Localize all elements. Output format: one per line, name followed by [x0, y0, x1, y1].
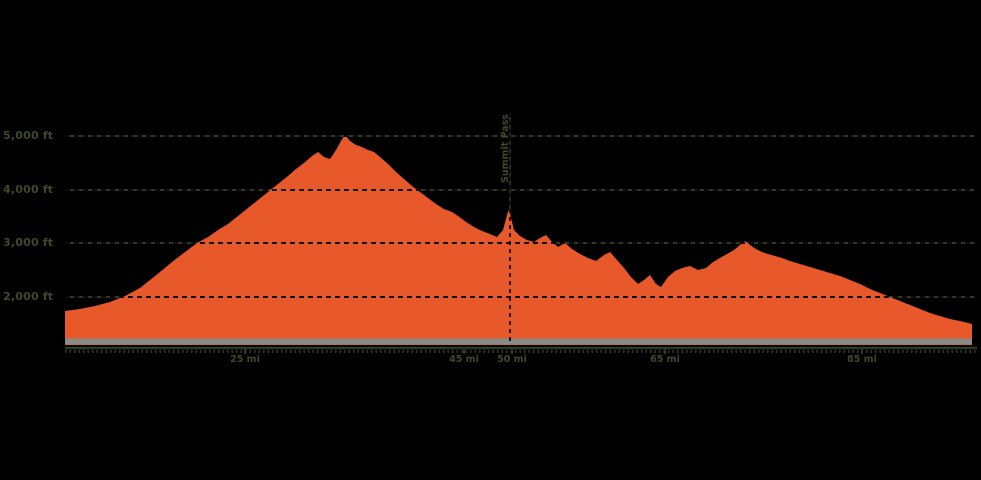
- x-axis-label-3: 65 mi: [650, 354, 680, 365]
- y-axis-label-5000: 5,000 ft: [3, 129, 54, 143]
- x-axis-label-2: 50 mi: [497, 354, 527, 365]
- x-axis-label-4: 85 mi: [847, 354, 877, 365]
- elevation-area[interactable]: [65, 135, 972, 345]
- y-axis-label-2000: 2,000 ft: [3, 290, 54, 304]
- x-axis-label-1: 45 mi: [449, 354, 479, 365]
- y-axis-label-3000: 3,000 ft: [3, 236, 54, 250]
- marker-waypoint-label: Summit Pass: [500, 114, 511, 183]
- baseline-strip: [65, 338, 972, 345]
- y-axis-label-4000: 4,000 ft: [3, 183, 54, 197]
- x-axis-label-0: 25 mi: [230, 354, 260, 365]
